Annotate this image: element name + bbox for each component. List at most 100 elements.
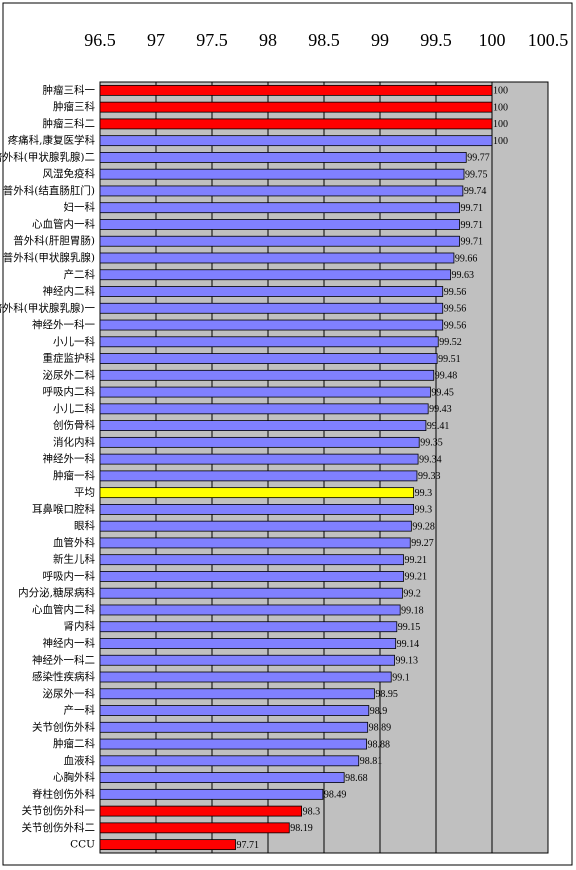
value-label: 99.13 (396, 656, 419, 667)
y-tick-label: 呼吸内一科 (43, 569, 96, 582)
y-tick-label: 肾内科 (64, 620, 96, 633)
y-tick-label: 普外科(肝胆胃肠) (13, 234, 95, 247)
bar (99, 470, 418, 482)
value-label: 99.51 (438, 354, 461, 365)
bar (99, 738, 367, 750)
y-tick-label: 神经内一科 (43, 636, 96, 649)
bar (99, 822, 290, 834)
value-label: 98.3 (303, 806, 321, 817)
value-label: 99.41 (427, 421, 450, 432)
bar (99, 386, 431, 398)
y-tick-label: 心血管内一科 (32, 217, 95, 230)
y-tick-label: 妇一科 (64, 201, 96, 214)
x-tick-label: 99.5 (420, 30, 452, 50)
value-label: 99.45 (431, 387, 454, 398)
bar (99, 839, 236, 851)
value-label: 99.18 (401, 605, 424, 616)
bar (99, 638, 397, 649)
y-tick-label: 内分泌,糖尿病科 (18, 586, 95, 599)
bar (99, 152, 467, 163)
bar (99, 101, 493, 113)
value-label: 100 (493, 136, 508, 147)
value-label: 99.28 (412, 521, 435, 532)
y-tick-label: 肿瘤三科二 (43, 117, 96, 130)
value-label: 98.89 (369, 723, 392, 734)
value-label: 99.34 (419, 454, 442, 465)
bar (99, 755, 360, 767)
x-tick-label: 98 (259, 30, 277, 50)
y-tick-label: 产二科 (64, 268, 96, 281)
x-tick-label: 98.5 (308, 30, 340, 50)
y-tick-label: 消化内科 (53, 435, 95, 448)
bar (99, 654, 395, 666)
bar (99, 788, 324, 800)
value-label: 98.81 (360, 756, 383, 767)
bar (99, 688, 375, 700)
bar (99, 336, 439, 348)
y-tick-label: 普外科(结直肠肛门) (3, 184, 95, 197)
y-tick-label: 肿瘤三科 (53, 100, 95, 113)
y-tick-label: 关节创伤外科二 (22, 821, 96, 834)
y-tick-label: 肿瘤三科一 (43, 83, 96, 96)
bar (99, 252, 455, 264)
y-tick-label: 小儿二科 (53, 402, 95, 415)
bar (99, 805, 303, 817)
bar (99, 135, 493, 147)
y-tick-label: 普外科(甲状腺乳腺)一 (0, 301, 95, 314)
y-tick-label: 血管外科 (53, 536, 95, 549)
x-tick-label: 100 (479, 30, 506, 50)
value-label: 100 (493, 102, 508, 113)
y-tick-label: 神经外一科二 (32, 653, 95, 666)
value-label: 99.27 (411, 538, 434, 549)
value-label: 99.3 (415, 505, 433, 516)
y-tick-label: 血液科 (64, 754, 96, 767)
y-tick-label: 小儿一科 (53, 335, 95, 348)
bar (99, 587, 403, 599)
y-tick-label: 创伤骨科 (53, 419, 95, 432)
y-tick-label: 普外科(甲状腺乳腺)二 (0, 150, 95, 163)
y-tick-label: 关节创伤外科一 (22, 804, 96, 817)
bar (99, 537, 411, 549)
bar (99, 671, 392, 683)
y-tick-label: CCU (70, 839, 95, 851)
bar (99, 353, 438, 364)
y-tick-label: 疼痛科,康复医学科 (8, 134, 96, 147)
value-label: 99.56 (444, 320, 467, 331)
bar (99, 420, 427, 431)
value-label: 99.43 (429, 404, 452, 415)
bar (99, 84, 493, 96)
bar (99, 604, 401, 616)
bar (99, 504, 415, 515)
bar (99, 202, 460, 214)
value-label: 99.35 (420, 438, 443, 449)
bar (99, 185, 464, 197)
bar (99, 621, 398, 633)
value-label: 99.15 (398, 622, 421, 633)
bar (99, 168, 465, 180)
bar (99, 571, 404, 582)
bar (99, 520, 412, 532)
y-tick-label: 新生儿科 (53, 553, 95, 566)
y-tick-label: 神经外一科一 (32, 318, 95, 331)
y-tick-label: 肿瘤二科 (53, 737, 95, 750)
y-tick-label: 感染性疾病科 (32, 670, 95, 683)
bar (99, 319, 444, 331)
value-label: 99.63 (452, 270, 475, 281)
y-tick-label: 耳鼻喉口腔科 (32, 502, 95, 515)
y-tick-label: 肿瘤一科 (53, 469, 95, 482)
value-label: 99.77 (467, 153, 490, 164)
value-label: 98.95 (375, 689, 398, 700)
bar (99, 302, 444, 314)
value-label: 99.56 (444, 287, 467, 298)
y-tick-label: 重症监护科 (43, 352, 96, 365)
y-tick-label: 神经外一科 (43, 452, 96, 465)
y-tick-label: 泌尿外一科 (43, 687, 96, 700)
y-tick-label: 关节创伤外科 (32, 720, 95, 733)
bar (99, 269, 451, 281)
bar (99, 705, 370, 716)
x-tick-label: 100.5 (528, 30, 569, 50)
value-label: 99.71 (461, 237, 484, 248)
bar (99, 403, 429, 415)
x-tick-label: 96.5 (84, 30, 116, 50)
